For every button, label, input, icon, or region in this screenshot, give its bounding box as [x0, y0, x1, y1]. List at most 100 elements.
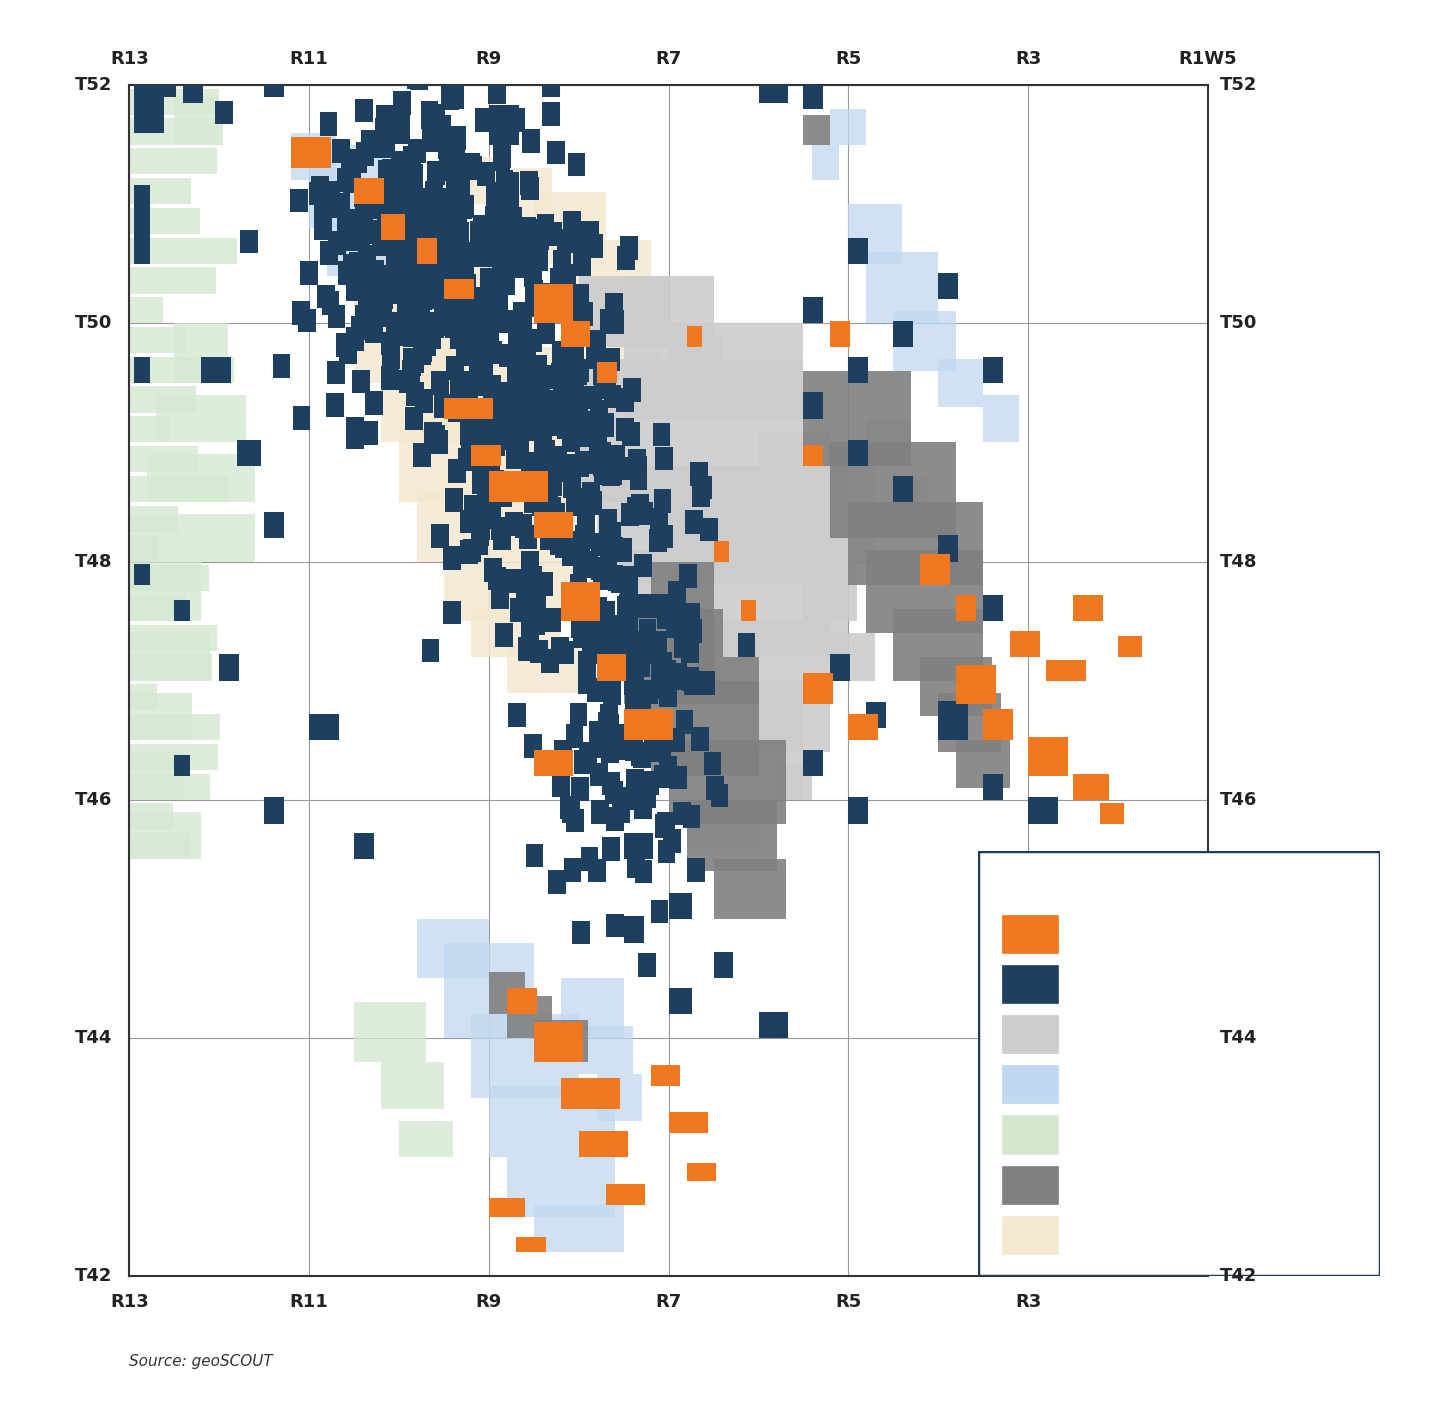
Bar	[429, 235, 447, 259]
Bar	[557, 228, 575, 252]
Bar	[600, 634, 617, 657]
Bar	[644, 733, 661, 757]
Bar	[659, 683, 677, 706]
Bar	[624, 275, 669, 323]
Bar	[615, 736, 633, 760]
Bar	[457, 242, 476, 267]
Bar	[485, 284, 503, 308]
Bar	[509, 354, 526, 379]
Bar	[682, 603, 699, 627]
Bar	[542, 74, 559, 98]
Bar	[361, 295, 378, 319]
Bar	[431, 430, 449, 454]
Bar	[403, 62, 420, 85]
Bar	[265, 512, 283, 537]
Bar	[585, 346, 604, 369]
Bar	[444, 244, 462, 268]
Bar	[377, 135, 395, 157]
Bar	[597, 362, 617, 383]
Bar	[627, 855, 646, 878]
Bar	[535, 430, 552, 452]
Bar	[431, 525, 449, 547]
Bar	[427, 162, 446, 184]
Bar	[541, 413, 558, 437]
Bar	[585, 234, 603, 258]
Bar	[600, 509, 617, 533]
Bar	[866, 252, 938, 323]
Bar	[129, 417, 170, 442]
Bar	[403, 235, 420, 258]
Bar	[615, 627, 633, 649]
Bar	[375, 230, 393, 254]
Bar	[615, 389, 634, 411]
Bar	[580, 424, 598, 447]
Bar	[627, 496, 644, 520]
Bar	[1045, 659, 1086, 681]
Bar	[562, 428, 580, 452]
Bar	[617, 641, 634, 665]
Bar	[588, 859, 605, 882]
Bar	[347, 417, 364, 441]
Bar	[535, 489, 554, 512]
Bar	[129, 632, 210, 681]
Bar	[984, 357, 1002, 383]
Bar	[383, 346, 400, 369]
Bar	[444, 397, 493, 418]
Bar	[984, 394, 1020, 442]
Bar	[510, 343, 528, 367]
Bar	[523, 566, 542, 588]
Bar	[614, 621, 631, 644]
Bar	[482, 224, 499, 248]
Bar	[548, 459, 565, 482]
Bar	[493, 526, 510, 550]
Bar	[354, 179, 384, 204]
Bar	[129, 506, 178, 532]
Bar	[483, 505, 500, 529]
Bar	[618, 596, 637, 620]
Bar	[476, 337, 495, 362]
Bar	[600, 662, 618, 685]
Bar	[395, 170, 414, 193]
Bar	[387, 207, 406, 231]
Bar	[578, 671, 597, 695]
Bar	[581, 411, 598, 435]
Bar	[567, 345, 584, 367]
Bar	[485, 394, 503, 418]
Bar	[938, 359, 984, 407]
Bar	[561, 581, 600, 621]
Text: T48: T48	[1219, 553, 1257, 570]
Bar	[535, 488, 554, 512]
Bar	[830, 655, 850, 681]
Bar	[489, 1086, 614, 1157]
Bar	[569, 539, 587, 563]
Bar	[700, 518, 718, 542]
Bar	[485, 340, 502, 364]
Bar	[513, 254, 531, 278]
Bar	[490, 381, 509, 406]
Bar	[578, 359, 804, 502]
Bar	[672, 603, 690, 627]
Bar	[486, 410, 503, 434]
Bar	[265, 797, 283, 824]
Bar	[684, 672, 702, 695]
Bar	[332, 193, 349, 216]
Bar	[390, 227, 407, 251]
Bar	[354, 265, 371, 288]
Bar	[620, 608, 638, 632]
Bar	[420, 189, 439, 211]
Bar	[536, 214, 555, 237]
Bar	[594, 615, 611, 638]
Bar	[492, 586, 509, 608]
Bar	[489, 471, 548, 502]
Bar	[703, 752, 722, 776]
Bar	[513, 320, 531, 343]
Bar	[301, 261, 318, 285]
Bar	[533, 284, 574, 323]
Text: Obsidian Land: Obsidian Land	[1083, 1078, 1215, 1096]
Bar	[667, 596, 686, 620]
Bar	[626, 631, 644, 655]
Bar	[533, 193, 605, 264]
Bar	[551, 363, 569, 387]
Bar	[613, 725, 630, 747]
Bar	[506, 445, 523, 469]
